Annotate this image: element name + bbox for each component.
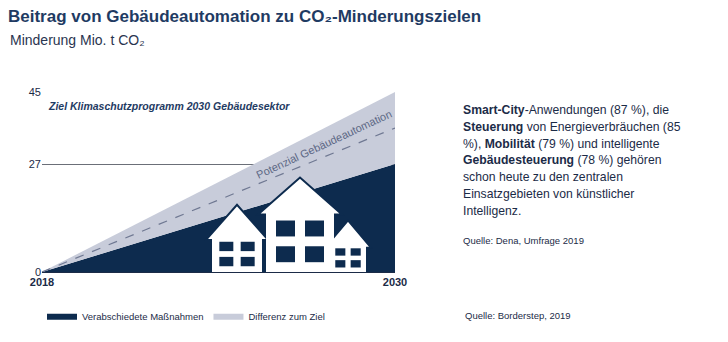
svg-text:27: 27 [29, 158, 41, 170]
svg-text:2018: 2018 [30, 276, 54, 288]
svg-text:45: 45 [29, 86, 41, 98]
html-text:Steuerung von Energieverbräuch: Steuerung von Energieverbräuchen (85 %),… [463, 119, 681, 151]
svg-text:2030: 2030 [383, 276, 407, 288]
svg-text:Minderung Mio. t CO₂: Minderung Mio. t CO₂ [10, 32, 145, 48]
svg-text:Ziel Klimaschutzprogramm 2030: Ziel Klimaschutzprogramm 2030 Gebäudesek… [48, 100, 290, 112]
svg-text:Differenz zum Ziel: Differenz zum Ziel [248, 310, 324, 321]
svg-text:Beitrag von Gebäudeautomation: Beitrag von Gebäudeautomation zu CO₂-Min… [8, 7, 481, 26]
svg-text:0: 0 [35, 266, 41, 278]
html-text:Smart-City -Anwendungen (87 %): Smart-City -Anwendungen (87 %), die [463, 103, 669, 117]
svg-text:Verabschiedete Maßnahmen: Verabschiedete Maßnahmen [82, 310, 203, 321]
html-text:Quelle: Dena, Umfrage 2019: Quelle: Dena, Umfrage 2019 [463, 234, 584, 246]
html-text:Gebäudesteuerung (78 %) gehöre: Gebäudesteuerung (78 %) gehören schon he… [463, 153, 662, 218]
svg-text:Potenzial Gebäudeautomation: Potenzial Gebäudeautomation [254, 107, 393, 180]
svg-text:Quelle: Borderstep, 2019: Quelle: Borderstep, 2019 [465, 310, 571, 321]
